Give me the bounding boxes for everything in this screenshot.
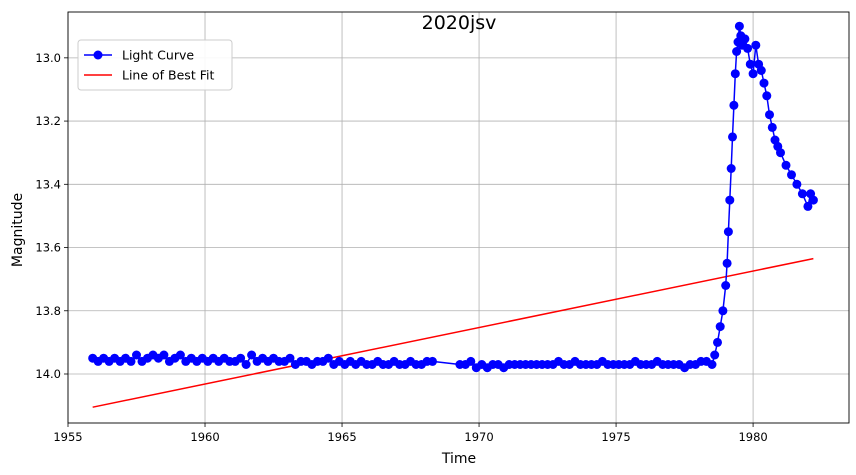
light-curve-point <box>730 69 740 79</box>
light-curve-point <box>729 100 739 110</box>
x-tick-label: 1980 <box>738 430 767 444</box>
light-curve-point <box>787 170 796 180</box>
light-curve-point <box>803 201 813 211</box>
light-curve-point <box>721 281 731 290</box>
legend-best-fit-label: Line of Best Fit <box>122 68 214 83</box>
light-curve-point <box>723 227 733 237</box>
x-tick-label: 1960 <box>190 430 219 444</box>
light-curve-point <box>725 195 735 205</box>
light-curve-point <box>285 353 295 363</box>
light-curve-point <box>767 122 777 132</box>
light-curve-point <box>126 356 136 366</box>
chart-title: 2020jsv <box>422 12 497 34</box>
best-fit-series <box>92 257 814 408</box>
light-curve-point <box>762 91 772 101</box>
light-curve-point <box>743 43 753 53</box>
light-curve-point <box>756 66 766 75</box>
light-curve-point <box>745 59 755 69</box>
light-curve-point <box>713 337 722 347</box>
y-tick-label: 13.4 <box>35 177 61 191</box>
light-curve-point <box>751 40 761 50</box>
x-axis-label: Time <box>441 451 476 467</box>
light-curve-point <box>715 322 725 332</box>
light-curve-point <box>722 258 732 268</box>
y-tick-label: 13.6 <box>35 241 61 255</box>
light-curve-point <box>132 350 141 360</box>
y-tick-label: 13.0 <box>35 51 61 65</box>
light-curve-point <box>759 78 769 88</box>
x-tick-label: 1970 <box>464 430 493 444</box>
light-curve-point <box>159 350 169 360</box>
y-tick-label: 13.2 <box>35 114 61 128</box>
y-tick-label: 13.8 <box>35 304 61 318</box>
light-curve-point <box>241 360 251 369</box>
light-curve-point <box>718 306 728 316</box>
legend-box <box>77 39 233 91</box>
light-curve-point <box>792 179 802 189</box>
x-tick-label: 1955 <box>53 430 82 444</box>
light-curve-point <box>797 189 807 199</box>
light-curve-point <box>734 21 744 31</box>
light-curve-point <box>726 164 736 173</box>
y-tick-label: 14.0 <box>35 367 61 381</box>
light-curve-point <box>247 350 257 360</box>
light-curve-point <box>323 353 333 363</box>
x-axis-ticks: 1955 1960 1965 1970 1975 1980 <box>53 423 768 444</box>
light-curve-point <box>236 353 246 363</box>
legend-light-curve-label: Light Curve <box>122 48 194 63</box>
best-fit-line <box>92 257 814 408</box>
light-curve-point <box>740 34 750 44</box>
y-axis-label: Magnitude <box>10 193 26 267</box>
light-curve-point <box>765 110 774 120</box>
light-curve-point <box>728 132 737 142</box>
legend-light-curve-marker <box>93 50 103 60</box>
plot-frame <box>67 11 850 424</box>
x-tick-label: 1975 <box>601 430 630 444</box>
light-curve-point <box>781 160 791 170</box>
y-axis-ticks: 13.0 13.2 13.4 13.6 13.8 14.0 <box>35 51 68 381</box>
light-curve-point <box>428 356 437 366</box>
light-curve-point <box>776 148 785 158</box>
light-curve-point <box>808 195 818 205</box>
light-curve-series <box>88 21 818 373</box>
x-tick-label: 1965 <box>327 430 356 444</box>
light-curve-point <box>732 47 742 56</box>
light-curve-point <box>707 360 717 369</box>
light-curve-point <box>466 356 476 366</box>
light-curve-point <box>748 69 758 79</box>
light-curve-point <box>175 350 185 360</box>
legend: Light Curve Line of Best Fit <box>77 39 233 91</box>
light-curve-point <box>710 350 720 360</box>
